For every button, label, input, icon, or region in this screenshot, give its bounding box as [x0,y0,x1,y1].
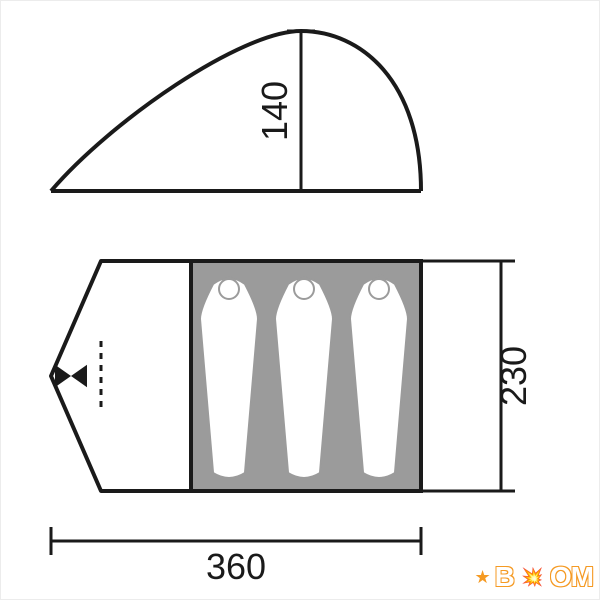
wm-letter: B [495,561,514,593]
diagram-svg: 140 360 230 [1,1,600,600]
wm-letter: O [550,561,571,593]
tent-dimension-diagram: 140 360 230 ★ B 💥 O M [0,0,600,600]
svg-text:360: 360 [206,546,266,587]
wm-letter: M [571,561,593,593]
watermark: ★ B 💥 O M [475,561,593,593]
watermark-text: B 💥 O M [495,561,593,593]
star-icon: ★ [475,568,491,586]
svg-text:230: 230 [493,346,534,406]
explosion-icon: 💥 [514,563,550,591]
svg-text:140: 140 [254,81,295,141]
